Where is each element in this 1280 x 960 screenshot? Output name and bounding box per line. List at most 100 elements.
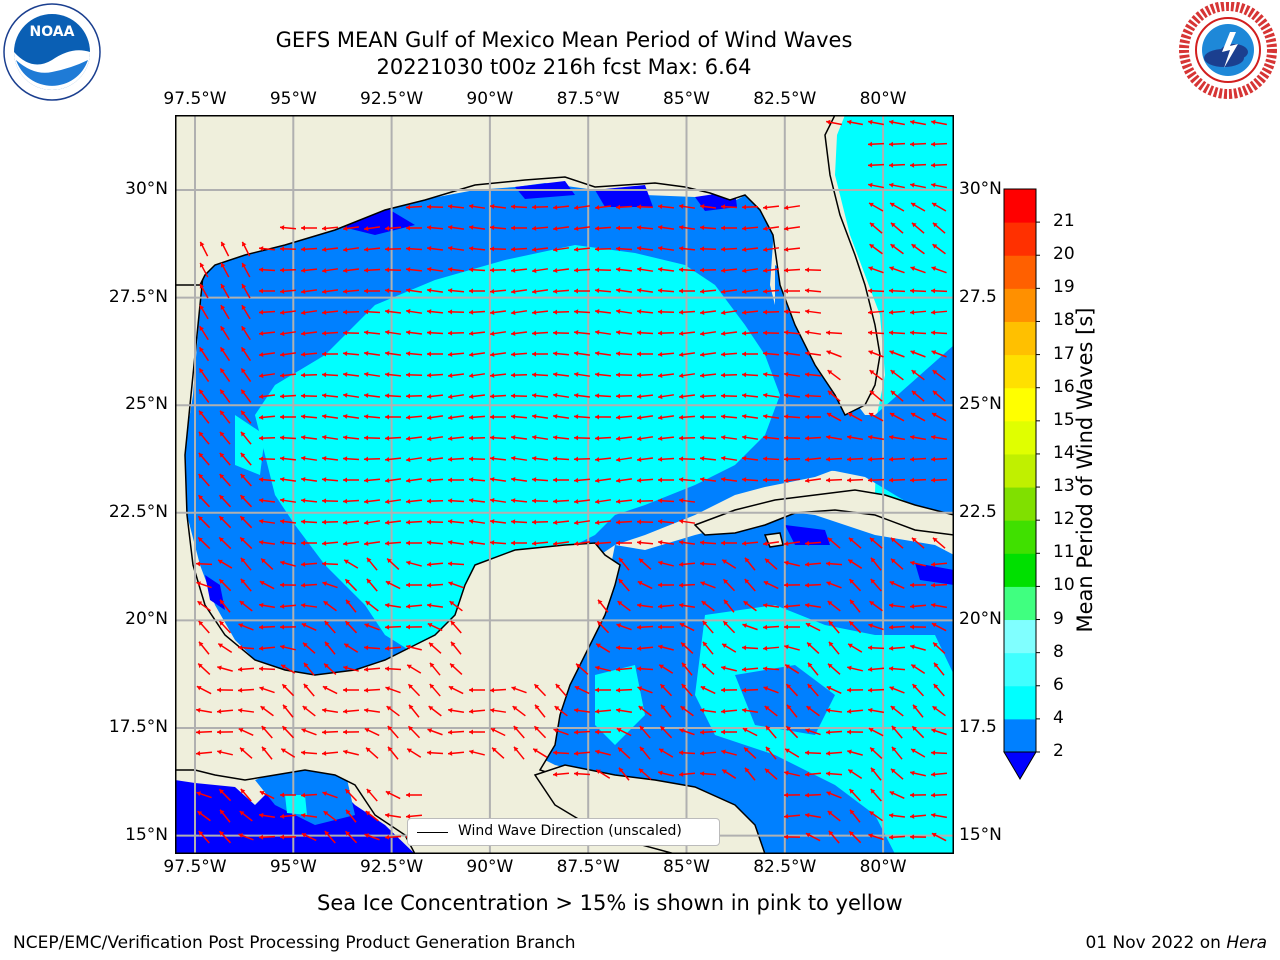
caribbean-deep: [915, 563, 954, 585]
wind-arrow-head: [931, 182, 936, 188]
wind-arrow-head: [219, 579, 224, 584]
wind-arrow-head: [721, 310, 726, 316]
wind-arrow-head: [220, 389, 225, 395]
wind-arrow-head: [681, 662, 687, 668]
wind-arrow-head: [784, 288, 789, 294]
wind-arrow-head: [658, 245, 663, 251]
wind-arrow-head: [196, 791, 202, 797]
wind-arrow-head: [217, 665, 222, 671]
wind-arrow-head: [553, 541, 558, 547]
wind-arrow-head: [198, 474, 204, 479]
wind-arrow-head: [240, 431, 246, 437]
wind-arrow-head: [448, 539, 453, 545]
wind-arrow-head: [427, 540, 432, 546]
wind-arrow-head: [532, 456, 537, 461]
wind-arrow-head: [869, 202, 874, 208]
wind-arrow-head: [448, 204, 453, 210]
wind-arrow-head: [616, 351, 621, 357]
wind-arrow-head: [217, 687, 222, 693]
wind-arrow-head: [637, 645, 642, 651]
wind-arrow-head: [217, 749, 222, 755]
nws-logo: [1179, 2, 1277, 99]
wind-arrow-head: [364, 728, 370, 733]
wind-arrow-head: [511, 204, 516, 210]
wind-arrow-head: [805, 372, 810, 378]
wind-arrow-head: [553, 728, 559, 734]
wind-arrow-head: [868, 350, 874, 355]
wind-arrow-head: [702, 641, 708, 647]
wind-arrow-head: [911, 664, 917, 669]
wind-arrow-head: [700, 204, 705, 209]
wind-arrow-head: [343, 708, 348, 714]
wind-arrow-head: [490, 267, 495, 273]
chart-title: GEFS MEAN Gulf of Mexico Mean Period of …: [275, 28, 853, 52]
wind-arrow-head: [364, 267, 369, 273]
wind-arrow-head: [220, 241, 226, 247]
wind-arrow-head: [343, 435, 348, 441]
wind-arrow-head: [868, 727, 874, 733]
wind-arrow-head: [850, 599, 855, 605]
wind-arrow-head: [553, 771, 558, 777]
wind-arrow-head: [448, 288, 453, 294]
wind-arrow-head: [448, 351, 453, 357]
wind-arrow-head: [910, 582, 915, 588]
wind-arrow-head: [595, 456, 600, 462]
wind-arrow-head: [910, 266, 916, 271]
wind-arrow-head: [763, 602, 768, 608]
wind-arrow-head: [931, 728, 936, 734]
wind-arrow-head: [889, 182, 894, 188]
wind-arrow-head: [408, 684, 414, 689]
colorbar-segment: [1004, 652, 1036, 687]
wind-arrow-head: [532, 372, 537, 378]
wind-arrow-head: [931, 812, 936, 818]
colorbar-tick-label: 18: [1053, 310, 1075, 331]
wind-arrow-head: [364, 707, 369, 713]
wind-arrow-head: [198, 452, 204, 458]
wind-arrow-head: [259, 456, 264, 462]
wind-arrow-head: [847, 708, 852, 714]
wind-arrow-head: [239, 747, 245, 753]
wind-arrow-head: [616, 478, 621, 484]
wind-arrow-head: [743, 601, 749, 606]
wind-arrow-head: [616, 666, 621, 672]
wind-arrow-head: [322, 791, 328, 797]
wind-arrow-head: [848, 769, 854, 774]
wind-arrow-head: [322, 750, 327, 756]
wind-arrow-head: [868, 456, 873, 462]
wind-arrow-head: [490, 497, 495, 503]
wind-arrow-head: [637, 498, 642, 504]
wind-arrow-head: [637, 204, 642, 210]
wind-arrow-head: [868, 162, 873, 168]
wind-arrow-head: [805, 288, 810, 294]
wind-arrow-head: [721, 331, 726, 336]
wind-arrow-head: [911, 537, 917, 543]
lon-tick-bottom: 92.5°W: [360, 857, 424, 877]
wind-arrow-head: [429, 683, 435, 689]
wind-arrow-head: [364, 309, 369, 315]
wind-arrow-head: [784, 560, 789, 566]
wind-arrow-head: [722, 769, 727, 774]
wind-arrow-head: [241, 241, 247, 247]
wind-arrow-head: [196, 581, 201, 587]
wind-arrow-head: [658, 288, 663, 294]
wind-arrow-head: [763, 624, 768, 630]
wind-arrow-head: [406, 813, 411, 819]
noaa-logo: NOAA: [3, 3, 101, 101]
wind-arrow-head: [385, 812, 390, 818]
wind-arrow-head: [826, 729, 831, 735]
wind-arrow-head: [679, 414, 684, 420]
wind-arrow-head: [828, 830, 834, 836]
wind-arrow-head: [826, 330, 831, 336]
wind-arrow-head: [847, 412, 853, 418]
wind-arrow-head: [322, 729, 327, 735]
wind-arrow-head: [429, 642, 434, 648]
wind-arrow-head: [639, 725, 645, 731]
wind-arrow-head: [637, 266, 642, 272]
wind-arrow-head: [784, 477, 789, 483]
wind-arrow-head: [427, 436, 432, 442]
wind-arrow-head: [511, 455, 516, 461]
wind-arrow-head: [259, 624, 264, 630]
wind-arrow-head: [219, 537, 224, 543]
wind-arrow-head: [365, 601, 371, 606]
wind-arrow-head: [469, 414, 474, 420]
